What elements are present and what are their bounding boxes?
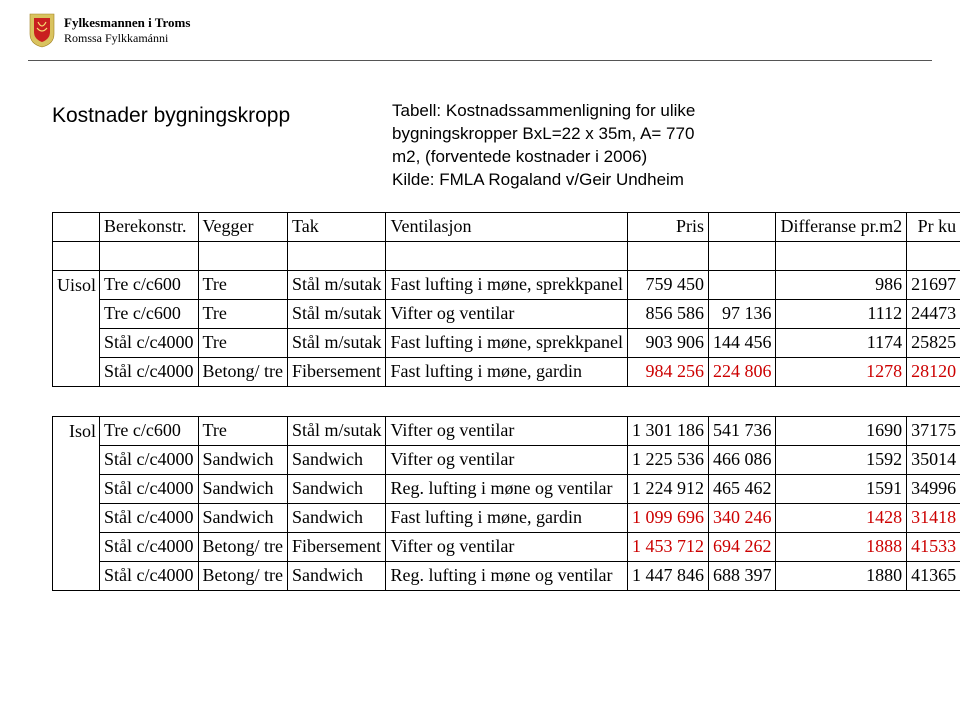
col-prku: Pr ku	[907, 212, 960, 241]
logo-line1: Fylkesmannen i Troms	[64, 15, 190, 31]
col-ventilasjon: Ventilasjon	[386, 212, 627, 241]
col-vegger: Vegger	[198, 212, 287, 241]
subtitle-l1: Tabell: Kostnadssammenligning for ulike	[392, 101, 695, 120]
gap-row	[53, 386, 960, 416]
table-row: Stål c/c4000SandwichSandwichReg. lufting…	[53, 474, 960, 503]
header-row: Kostnader bygningskropp Tabell: Kostnads…	[52, 100, 912, 192]
table-row: Stål c/c4000Betong/ treFibersementFast l…	[53, 357, 960, 386]
table-row: IsolTre c/c600TreStål m/sutakVifter og v…	[53, 416, 960, 445]
col-pris: Pris	[627, 212, 708, 241]
logo-area: Fylkesmannen i Troms Romssa Fylkkamánni	[28, 12, 190, 48]
subtitle: Tabell: Kostnadssammenligning for ulike …	[392, 100, 912, 192]
content: Kostnader bygningskropp Tabell: Kostnads…	[52, 100, 912, 591]
table-header-row: Berekonstr. Vegger Tak Ventilasjon Pris …	[53, 212, 960, 241]
header-divider	[28, 60, 932, 61]
page-title: Kostnader bygningskropp	[52, 100, 392, 192]
spacer-row	[53, 241, 960, 270]
subtitle-l4: Kilde: FMLA Rogaland v/Geir Undheim	[392, 170, 684, 189]
table-row: Stål c/c4000Betong/ treSandwichReg. luft…	[53, 561, 960, 590]
table-row: Stål c/c4000SandwichSandwichFast lufting…	[53, 503, 960, 532]
col-differanse: Differanse pr.m2	[776, 212, 907, 241]
table-row: Stål c/c4000TreStål m/sutakFast lufting …	[53, 328, 960, 357]
col-berekonstr: Berekonstr.	[100, 212, 198, 241]
col-tak: Tak	[287, 212, 386, 241]
crest-icon	[28, 12, 56, 48]
logo-line2: Romssa Fylkkamánni	[64, 31, 190, 45]
table-row: Stål c/c4000Betong/ treFibersementVifter…	[53, 532, 960, 561]
table-row: Stål c/c4000SandwichSandwichVifter og ve…	[53, 445, 960, 474]
logo-text: Fylkesmannen i Troms Romssa Fylkkamánni	[64, 15, 190, 45]
subtitle-l2: bygningskropper BxL=22 x 35m, A= 770	[392, 124, 694, 143]
cost-table: Berekonstr. Vegger Tak Ventilasjon Pris …	[52, 212, 960, 591]
table-row: Tre c/c600TreStål m/sutakVifter og venti…	[53, 299, 960, 328]
table-row: UisolTre c/c600TreStål m/sutakFast lufti…	[53, 270, 960, 299]
subtitle-l3: m2, (forventede kostnader i 2006)	[392, 147, 647, 166]
